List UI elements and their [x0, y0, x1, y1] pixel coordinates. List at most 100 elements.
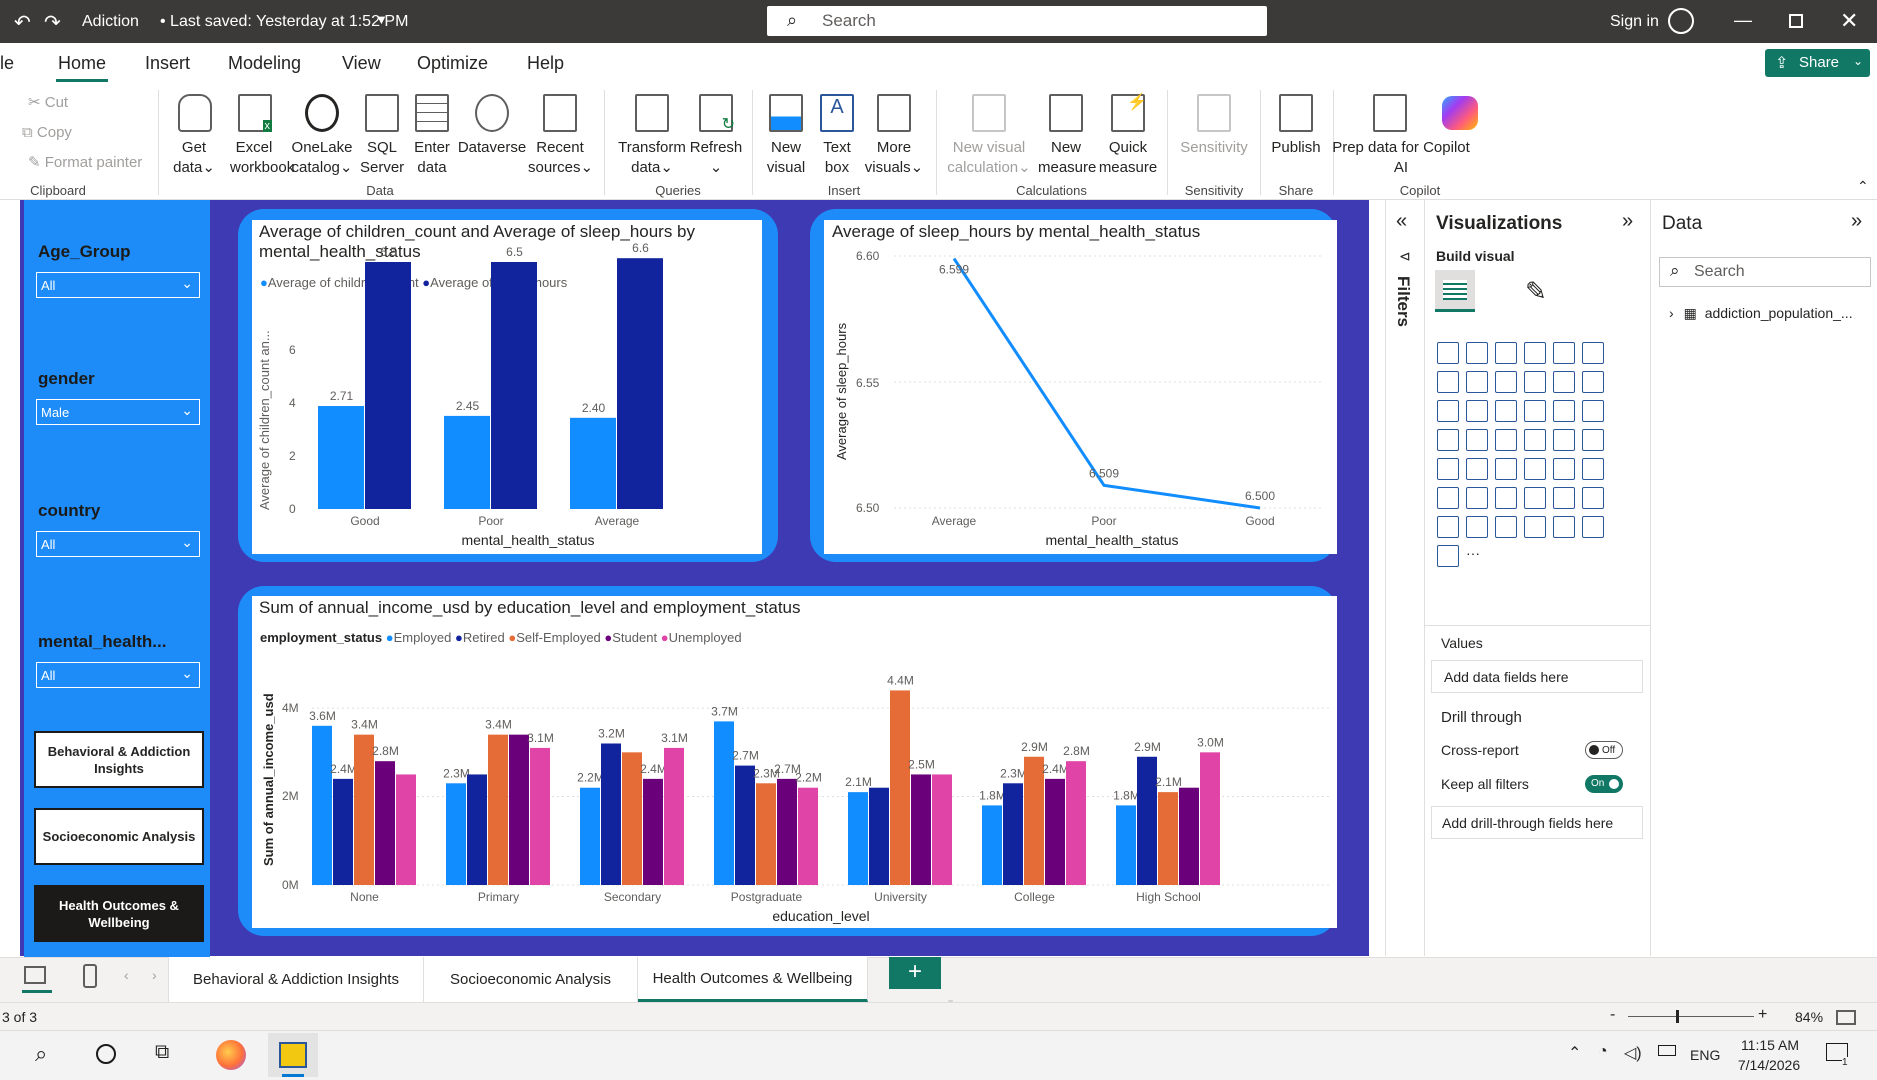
- dataverse-button[interactable]: Dataverse: [456, 92, 528, 177]
- new-visual-button[interactable]: New visual: [764, 92, 808, 177]
- cortana-icon[interactable]: [96, 1044, 116, 1064]
- visual-type-icon[interactable]: [1582, 429, 1604, 451]
- visual-type-icon[interactable]: [1553, 342, 1575, 364]
- expand-icon[interactable]: »: [1851, 210, 1863, 232]
- excel-workbook-button[interactable]: x Excel workbook: [230, 92, 294, 177]
- text-box-button[interactable]: A Text box: [815, 92, 859, 177]
- share-button[interactable]: ⇪ Share ⌄: [1765, 49, 1870, 77]
- visual-type-icon[interactable]: [1495, 516, 1517, 538]
- visual-type-icon[interactable]: [1466, 487, 1488, 509]
- visual-type-icon[interactable]: [1437, 371, 1459, 393]
- transform-data-button[interactable]: Transform data⌄: [616, 92, 688, 177]
- clock-date[interactable]: 7/14/2026: [1737, 1057, 1801, 1073]
- visual-type-icon[interactable]: [1524, 516, 1546, 538]
- recent-sources-button[interactable]: Recent sources⌄: [528, 92, 593, 177]
- visual-type-icon[interactable]: [1466, 400, 1488, 422]
- filters-pane[interactable]: « ⊲ Filters: [1385, 200, 1425, 956]
- visual-type-icon[interactable]: [1495, 487, 1517, 509]
- search-icon[interactable]: ⌕: [35, 1041, 48, 1066]
- visual-type-icon[interactable]: [1582, 458, 1604, 480]
- zoom-in-icon[interactable]: +: [1758, 1006, 1768, 1023]
- visual-type-icon[interactable]: [1524, 342, 1546, 364]
- tab-insert[interactable]: Insert: [145, 53, 191, 73]
- tab-view[interactable]: View: [342, 53, 381, 73]
- get-data-button[interactable]: Get data⌄: [172, 92, 216, 177]
- visual-type-icon[interactable]: [1582, 487, 1604, 509]
- table-item[interactable]: › ▦ addiction_population_...: [1669, 305, 1853, 321]
- new-visual-calculation-button[interactable]: New visual calculation⌄: [944, 92, 1034, 177]
- expand-icon[interactable]: »: [1622, 210, 1634, 232]
- visual-type-icon[interactable]: [1553, 429, 1575, 451]
- prev-page-icon[interactable]: ‹: [124, 967, 129, 983]
- add-data-fields-well[interactable]: Add data fields here: [1431, 660, 1643, 693]
- wifi-icon[interactable]: ◔: [1598, 1043, 1608, 1060]
- add-page-button[interactable]: +: [889, 957, 941, 989]
- visual-type-icon[interactable]: [1582, 516, 1604, 538]
- chart1-visual[interactable]: Average of children_count and Average of…: [252, 220, 762, 554]
- enter-data-button[interactable]: Enter data: [410, 92, 454, 177]
- page-tab-behavioral[interactable]: Behavioral & Addiction Insights: [168, 957, 424, 1002]
- refresh-button[interactable]: ↻ Refresh ⌄: [688, 92, 744, 177]
- minimize-icon[interactable]: —: [1734, 10, 1752, 30]
- zoom-slider-thumb[interactable]: [1676, 1010, 1679, 1023]
- visual-type-icon[interactable]: ···: [1466, 545, 1480, 561]
- tab-help[interactable]: Help: [527, 53, 565, 73]
- copilot-icon[interactable]: [1442, 96, 1478, 130]
- publish-button[interactable]: Publish: [1266, 92, 1326, 177]
- visual-type-icon[interactable]: [1437, 400, 1459, 422]
- slicer-gender-dropdown[interactable]: Male ⌄: [36, 399, 200, 425]
- sign-in-button[interactable]: Sign in: [1610, 13, 1659, 30]
- visual-type-icon[interactable]: [1524, 487, 1546, 509]
- tab-home[interactable]: Home: [58, 53, 107, 73]
- notification-icon[interactable]: [1826, 1043, 1848, 1061]
- visual-type-icon[interactable]: [1524, 429, 1546, 451]
- visual-type-icon[interactable]: [1495, 342, 1517, 364]
- visual-type-icon[interactable]: [1495, 458, 1517, 480]
- slicer-country-dropdown[interactable]: All ⌄: [36, 531, 200, 557]
- visual-type-icon[interactable]: [1524, 458, 1546, 480]
- visual-type-icon[interactable]: [1553, 458, 1575, 480]
- more-visuals-button[interactable]: More visuals⌄: [864, 92, 924, 177]
- avatar-icon[interactable]: [1668, 8, 1694, 34]
- speaker-icon[interactable]: ◁): [1624, 1045, 1642, 1062]
- visual-type-icon[interactable]: [1495, 371, 1517, 393]
- format-visual-icon[interactable]: ✎: [1525, 276, 1547, 306]
- language-indicator[interactable]: ENG: [1690, 1047, 1721, 1063]
- menu-item-file[interactable]: le: [0, 53, 15, 73]
- fit-to-page-icon[interactable]: [1836, 1010, 1856, 1025]
- close-icon[interactable]: ✕: [1840, 8, 1859, 33]
- prep-data-copilot-button[interactable]: Prep data for Copilot AI: [1332, 92, 1470, 177]
- slicer-mental-health-dropdown[interactable]: All ⌄: [36, 662, 200, 688]
- visual-type-icon[interactable]: [1437, 342, 1459, 364]
- nav-button-behavioral[interactable]: Behavioral & Addiction Insights: [34, 731, 204, 788]
- visual-type-icon[interactable]: [1553, 400, 1575, 422]
- zoom-out-icon[interactable]: -: [1610, 1006, 1616, 1023]
- search-input[interactable]: ⌕ Search: [767, 6, 1267, 36]
- nav-button-socioeconomic[interactable]: Socioeconomic Analysis: [34, 808, 204, 865]
- collapse-icon[interactable]: «: [1396, 210, 1408, 232]
- visual-type-icon[interactable]: [1466, 371, 1488, 393]
- chart2-visual[interactable]: Average of sleep_hours by mental_health_…: [824, 220, 1337, 554]
- keep-filters-toggle[interactable]: On: [1585, 775, 1623, 793]
- chevron-down-icon[interactable]: ▼: [375, 12, 388, 27]
- redo-icon[interactable]: ↷: [44, 12, 61, 34]
- undo-icon[interactable]: ↶: [14, 12, 31, 34]
- cross-report-toggle[interactable]: Off: [1585, 741, 1623, 759]
- zoom-slider[interactable]: [1628, 1016, 1754, 1017]
- taskbar-app-active[interactable]: [268, 1033, 318, 1077]
- battery-icon[interactable]: [1658, 1045, 1676, 1056]
- visual-type-icon[interactable]: [1437, 516, 1459, 538]
- nav-button-health-outcomes[interactable]: Health Outcomes & Wellbeing: [34, 885, 204, 942]
- desktop-view-icon[interactable]: [24, 966, 46, 984]
- collapse-ribbon-icon[interactable]: ⌃: [1857, 178, 1869, 194]
- clock-time[interactable]: 11:15 AM: [1740, 1037, 1800, 1053]
- visual-type-icon[interactable]: [1495, 400, 1517, 422]
- add-drill-through-well[interactable]: Add drill-through fields here: [1431, 806, 1643, 839]
- visual-type-icon[interactable]: [1553, 371, 1575, 393]
- firefox-icon[interactable]: [216, 1040, 246, 1070]
- visual-type-icon[interactable]: [1553, 516, 1575, 538]
- data-search-input[interactable]: ⌕ Search: [1659, 257, 1871, 287]
- cut-button[interactable]: ✂ Cut: [28, 94, 69, 111]
- sensitivity-button[interactable]: Sensitivity: [1178, 92, 1250, 177]
- tab-modeling[interactable]: Modeling: [228, 53, 302, 73]
